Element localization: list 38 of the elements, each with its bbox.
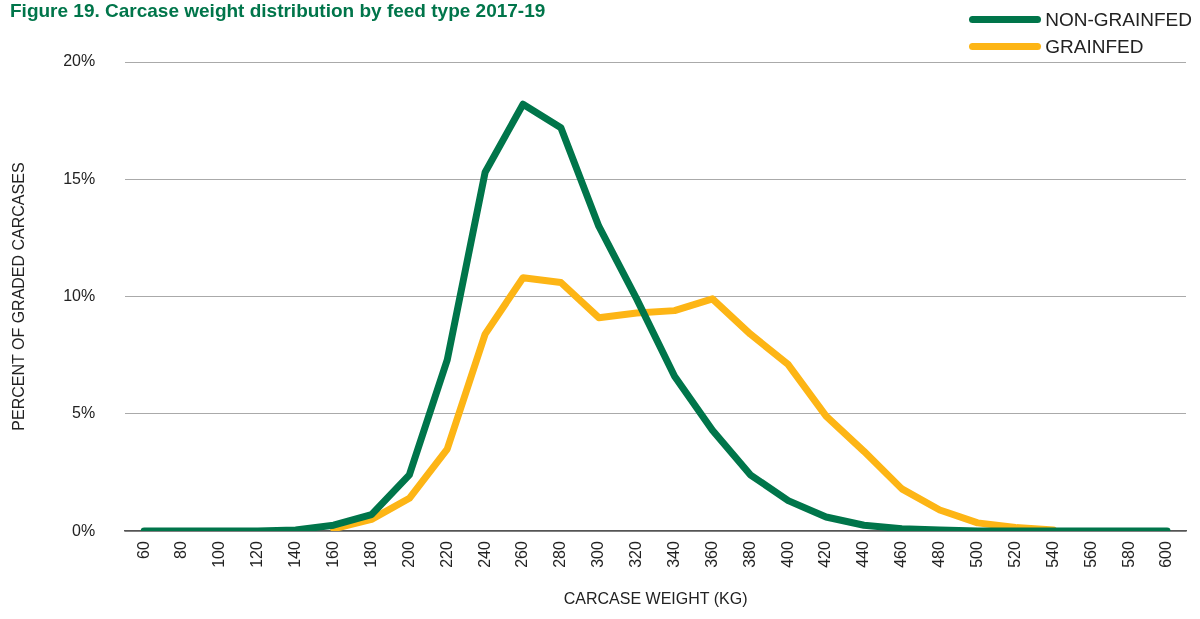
- x-tick-label: 460: [892, 541, 910, 568]
- x-tick-label: 580: [1119, 541, 1137, 568]
- x-tick-label: 540: [1043, 541, 1061, 568]
- legend-label: NON-GRAINFED: [1045, 8, 1192, 31]
- x-tick-label: 500: [968, 541, 986, 568]
- x-tick-label: 180: [361, 541, 379, 568]
- y-tick-label: 15%: [63, 169, 96, 187]
- y-tick-label: 0%: [72, 521, 96, 539]
- x-tick-label: 220: [437, 541, 455, 568]
- x-tick-label: 140: [286, 541, 304, 568]
- x-axis-title: CARCASE WEIGHT (KG): [563, 589, 748, 607]
- x-tick-label: 160: [324, 541, 341, 568]
- x-tick-label: 120: [248, 541, 266, 568]
- x-tick-label: 320: [627, 541, 645, 568]
- x-tick-label: 300: [589, 541, 607, 568]
- x-tick-label: 280: [551, 541, 569, 568]
- x-tick-label: 440: [854, 541, 872, 568]
- x-tick-label: 340: [664, 541, 682, 568]
- x-tick-label: 560: [1081, 541, 1099, 568]
- legend-label: GRAINFED: [1045, 35, 1144, 58]
- x-tick-label: 400: [778, 541, 796, 568]
- y-tick-label: 20%: [63, 52, 96, 70]
- y-tick-label: 5%: [72, 404, 96, 422]
- chart-title: Figure 19. Carcase weight distribution by feed type 2017-19: [10, 0, 546, 22]
- x-tick-label: 260: [513, 541, 531, 568]
- y-axis-title: PERCENT OF GRADED CARCASES: [10, 162, 28, 431]
- y-tick-label: 10%: [63, 286, 96, 304]
- x-tick-label: 360: [702, 541, 720, 568]
- x-tick-label: 380: [740, 541, 758, 568]
- x-tick-label: 80: [172, 541, 190, 559]
- x-tick-label: 60: [134, 541, 152, 559]
- x-tick-label: 200: [399, 541, 417, 568]
- x-tick-label: 100: [210, 541, 228, 568]
- x-tick-label: 240: [475, 541, 493, 568]
- x-tick-label: 600: [1157, 541, 1175, 568]
- x-tick-label: 520: [1005, 541, 1023, 568]
- x-tick-label: 480: [930, 541, 948, 568]
- x-tick-label: 420: [816, 541, 834, 568]
